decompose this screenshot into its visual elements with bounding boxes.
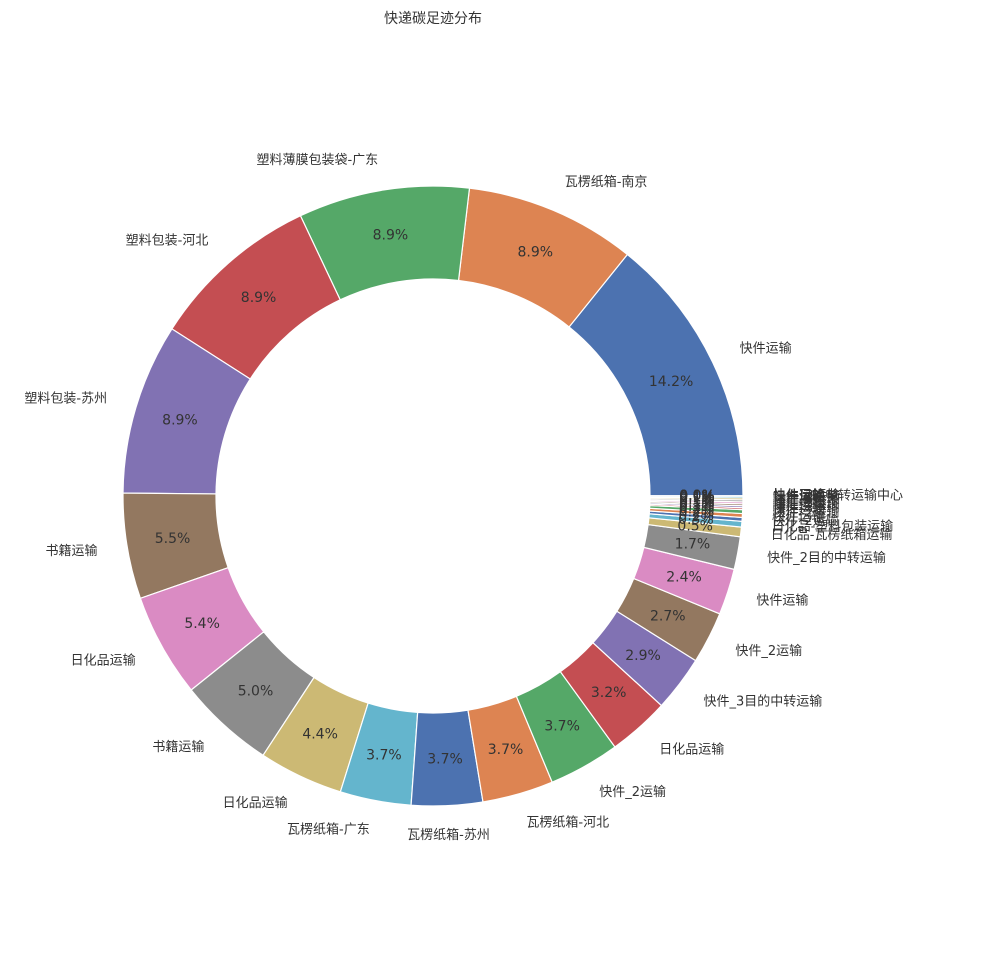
slice-percentage-label: 0.0% [679, 488, 715, 504]
slice-percentage-label: 0.1% [679, 492, 715, 508]
slice-category-label: 塑料包装-河北 [126, 233, 209, 248]
slice-category-label: 塑料薄膜包装袋-广东 [256, 153, 378, 168]
slice-percentage-label: 0.2% [678, 508, 714, 524]
slice-category-label: 快件运输 [773, 501, 825, 517]
chart-title: 快递碳足迹分布 [384, 11, 482, 27]
slice-percentage-label: 3.7% [488, 742, 524, 758]
slice-category-label: 快件_2运输 [772, 513, 839, 529]
slice-category-label: 快件运输 [773, 493, 825, 509]
slice-percentage-label: 5.5% [155, 531, 191, 547]
slice-category-label: 快件_2运输 [773, 505, 840, 521]
slice-category-label: 瓦楞纸箱-南京 [565, 174, 648, 190]
slice-category-label: 快件运输 [773, 488, 825, 504]
slice-percentage-label: 2.9% [625, 648, 661, 664]
slice-percentage-label: 1.7% [675, 537, 711, 553]
slice-percentage-label: 0.1% [679, 497, 715, 513]
slice-percentage-label: 0.2% [679, 505, 715, 521]
slice-percentage-label: 0.5% [677, 519, 713, 535]
slice-category-label: 瓦楞纸箱-河北 [526, 814, 609, 830]
slice-percentage-label: 0.0% [679, 488, 715, 504]
slice-category-label: 日化品-塑料包装运输 [772, 518, 894, 534]
slice-category-label: 日化品运输 [659, 741, 724, 757]
slice-category-label: 快件运输 [773, 489, 825, 505]
labels-layer: 快件运输 14.2% 瓦楞纸箱-南京 8.9% 塑料薄膜包装袋-广东 8.9% 塑料包装-河… [24, 153, 903, 843]
slice-percentage-label: 2.7% [650, 609, 686, 625]
slice-percentage-label: 8.9% [162, 413, 198, 429]
slice-percentage-label: 8.9% [241, 290, 277, 306]
slice-percentage-label: 5.4% [184, 616, 220, 632]
slice-percentage-label: 0.1% [679, 495, 715, 511]
slice-percentage-label: 0.1% [679, 494, 715, 510]
slice-percentage-label: 3.7% [366, 747, 402, 763]
slice-percentage-label: 8.9% [517, 245, 553, 261]
slice-category-label: 快件运输 [773, 497, 825, 513]
slice-category-label: 书籍运输 [46, 543, 98, 559]
slice-percentage-label: 4.4% [302, 727, 338, 743]
slice-percentage-label: 0.0% [679, 488, 715, 504]
slice-category-label: 日化品运输 [223, 795, 288, 811]
slice-category-label: 瓦楞纸箱-广东 [287, 822, 370, 838]
slice-percentage-label: 3.2% [591, 685, 627, 701]
slice-category-label: 日化品-瓦楞纸箱运输 [771, 527, 893, 543]
slice-category-label: 快件运输 [773, 488, 825, 504]
slice-percentage-label: 0.1% [679, 490, 715, 506]
slice-percentage-label: 8.9% [373, 227, 409, 243]
slice-category-label: 快件_2运输 [773, 491, 840, 507]
slice-category-label: 快件_2运输 [773, 488, 840, 504]
slice-category-label: 快件_2运输 [735, 643, 802, 659]
slice-category-label: 书籍运输 [152, 739, 204, 755]
slice-category-label: 快件目的中转运输中心 [773, 488, 903, 504]
slice-percentage-label: 0.2% [679, 501, 715, 517]
slice-category-label: 快件运输 [740, 341, 792, 357]
slice-percentage-label: 0.1% [679, 489, 715, 505]
slice-percentage-label: 3.7% [427, 752, 463, 768]
slice-category-label: 快件运输 [772, 509, 824, 525]
slice-category-label: 塑料包装-苏州 [24, 390, 107, 406]
slice-category-label: 快件_2运输 [773, 488, 840, 504]
slice-category-label: 快件运输 [756, 593, 808, 609]
slice-percentage-label: 2.4% [666, 570, 702, 586]
slice-percentage-label: 0.0% [679, 488, 715, 504]
slice-category-label: 快件_3目的中转运输 [703, 694, 822, 710]
slice-category-label: 快件_2运输 [773, 495, 840, 511]
slice-category-label: 快件_2运输 [599, 784, 666, 800]
slice-percentage-label: 0.3% [678, 512, 714, 528]
slice-category-label: 日化品运输 [71, 652, 136, 668]
slice-category-label: 瓦楞纸箱-苏州 [407, 827, 490, 843]
slices-layer [122, 185, 744, 807]
slice-percentage-label: 5.0% [238, 683, 274, 699]
slice-percentage-label: 0.0% [679, 488, 715, 504]
slice-percentage-label: 14.2% [649, 374, 693, 390]
slice-category-label: 快件_2运输 [773, 499, 840, 515]
slice-category-label: 快件_2目的中转运输 [767, 550, 886, 566]
slice-percentage-label: 3.7% [544, 718, 580, 734]
slice-percentage-label: 0.1% [679, 499, 715, 515]
